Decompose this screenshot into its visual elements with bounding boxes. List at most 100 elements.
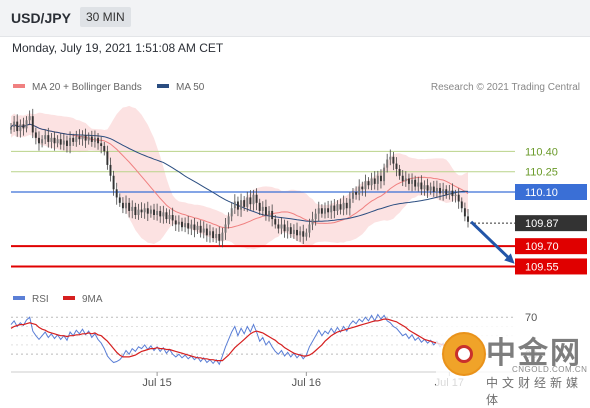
candle-body [355, 192, 358, 195]
candle-body [383, 167, 386, 182]
cngold-watermark: 中金网 CNGOLD.COM.CN 中文财经新媒体 [436, 326, 587, 407]
candle-body [420, 182, 423, 190]
candle-body [426, 185, 429, 191]
candle-body [218, 233, 221, 241]
ma50-legend-label: MA 50 [176, 82, 205, 93]
candle-body [153, 209, 155, 216]
candle-body [457, 194, 460, 202]
chart-legend: MA 20 + Bollinger Bands MA 50 Research ©… [13, 82, 580, 93]
watermark-subtitle: 中文财经新媒体 [486, 376, 583, 407]
candle-body [205, 228, 208, 236]
candle-body [348, 198, 351, 209]
candle-body [84, 135, 87, 141]
candle-body [324, 208, 326, 214]
candle-body [146, 208, 149, 214]
candle-body [38, 137, 40, 144]
candle-body [181, 221, 183, 228]
candle-body [121, 202, 124, 209]
candle-body [311, 219, 314, 225]
candle-body [414, 179, 417, 187]
candle-body [224, 224, 227, 233]
candle-body [44, 135, 47, 140]
candle-body [140, 209, 143, 213]
candle-body [93, 137, 96, 142]
candle-body [289, 227, 292, 234]
candle-body [13, 121, 16, 128]
candle-body [72, 137, 75, 142]
rsi-lines [10, 313, 469, 366]
bollinger-legend-swatch [13, 84, 25, 88]
instrument-title: USD/JPY [11, 10, 71, 26]
candle-body [395, 163, 398, 169]
x-tick-label: Jul 15 [142, 377, 171, 389]
candle-body [277, 224, 280, 229]
candle-body [59, 139, 62, 145]
cngold-logo-icon [442, 332, 486, 376]
candle-body [330, 205, 333, 213]
candle-body [233, 201, 236, 209]
candle-body [149, 209, 152, 214]
candle-body [379, 175, 382, 182]
candle-body [227, 216, 230, 225]
header-bar: USD/JPY 30 MIN [0, 0, 590, 37]
candle-body [10, 127, 12, 130]
candle-body [230, 208, 233, 217]
level-tag-109.87 [515, 215, 587, 232]
candle-body [159, 210, 162, 217]
price-levels [11, 150, 515, 268]
rsi-ma-line [10, 318, 469, 362]
candle-body [280, 224, 283, 229]
candle-body [112, 175, 115, 190]
candle-body [131, 206, 134, 211]
candle-body [81, 135, 84, 140]
candle-body [292, 229, 295, 234]
candle-body [28, 116, 31, 121]
rsi-legend-label: RSI [32, 294, 49, 305]
moving-averages [10, 123, 469, 229]
candle-body [358, 186, 361, 195]
rsi-tick-label-70: 70 [525, 312, 537, 324]
candle-body [41, 139, 44, 144]
level-tag-109.70 [515, 238, 587, 255]
rsi-line [10, 313, 469, 366]
candle-body [252, 194, 255, 205]
level-tag-109.55 [515, 258, 587, 275]
ma9-legend-swatch [63, 296, 75, 300]
candle-body [448, 190, 451, 195]
candle-body [268, 210, 270, 216]
candle-body [392, 156, 395, 164]
candle-body [463, 208, 466, 217]
candle-body [435, 187, 438, 192]
candle-body [212, 231, 215, 239]
candle-body [389, 156, 392, 160]
timeframe-button[interactable]: 30 MIN [80, 7, 131, 27]
candle-body [137, 209, 140, 216]
level-label-109.70: 109.70 [525, 241, 559, 253]
candle-body [336, 204, 339, 211]
rsi-grid: 7030 [11, 312, 537, 361]
level-labels: 110.40 110.25 110.10 109.87 109.70 109.55 [515, 146, 587, 275]
candle-body [209, 231, 211, 236]
candle-body [361, 186, 364, 190]
forecast-arrow-shaft [470, 220, 512, 261]
x-tick-label: Jul 16 [292, 377, 321, 389]
candle-body [364, 181, 367, 190]
candle-body [283, 224, 286, 232]
candle-body [376, 175, 379, 184]
candle-body [103, 145, 106, 152]
candle-body [87, 136, 90, 141]
ma50-legend-swatch [157, 84, 169, 88]
candle-body [47, 135, 50, 142]
candle-body [65, 140, 68, 146]
candle-body [411, 179, 414, 184]
candle-body [202, 228, 205, 233]
candle-body [467, 216, 469, 222]
candle-body [271, 210, 274, 220]
candle-body [302, 231, 305, 237]
candle-body [236, 201, 239, 210]
candle-body [184, 223, 187, 228]
level-tag-110.10 [515, 184, 587, 200]
candle-body [128, 202, 131, 211]
candle-body [199, 225, 202, 233]
candle-body [386, 159, 389, 168]
